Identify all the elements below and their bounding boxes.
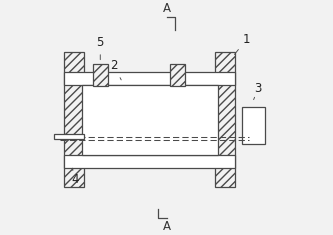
Bar	[215, 52, 235, 187]
Bar	[93, 64, 109, 86]
Text: 1: 1	[234, 33, 250, 55]
Bar	[64, 52, 84, 187]
Text: 4: 4	[71, 168, 79, 186]
Bar	[64, 155, 235, 168]
Bar	[82, 85, 218, 155]
Text: 5: 5	[97, 36, 104, 60]
Text: 3: 3	[254, 82, 262, 100]
Text: 2: 2	[111, 59, 121, 80]
Text: A: A	[163, 220, 170, 233]
Bar	[64, 72, 235, 85]
Bar	[242, 107, 265, 144]
Bar	[170, 64, 185, 86]
Text: A: A	[163, 3, 170, 16]
Bar	[54, 134, 84, 139]
